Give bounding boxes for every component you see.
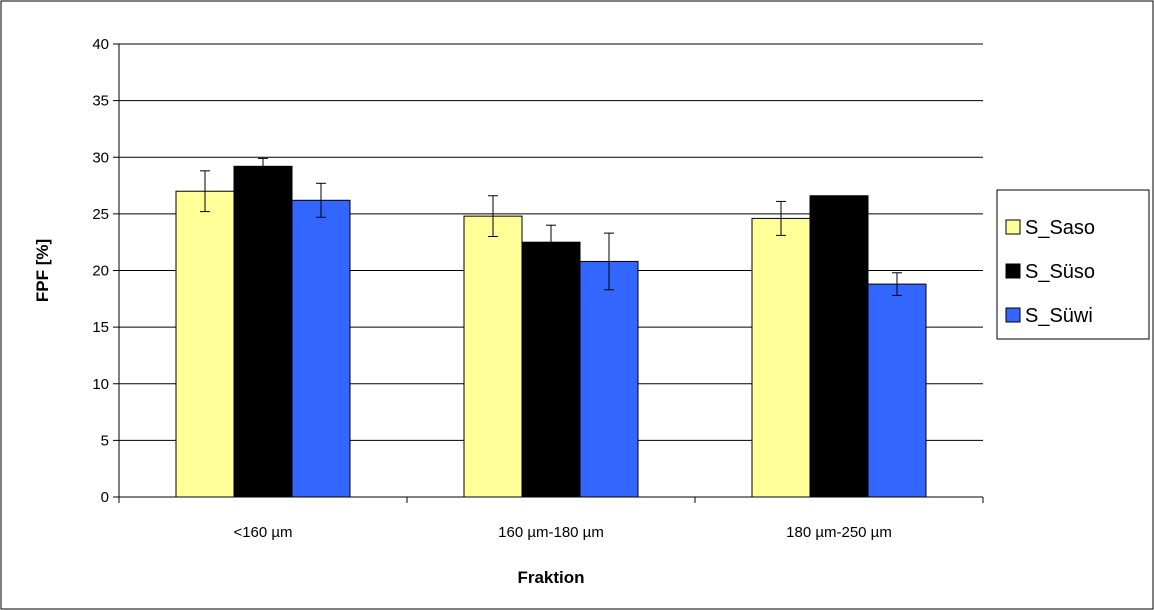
y-axis-title: FPF [%] [33,239,52,302]
bar-s_süso-0 [233,165,293,498]
bar-s_süso-1 [521,241,581,498]
legend-swatch [1005,219,1021,235]
x-tick-label: 160 µm-180 µm [498,524,604,541]
y-tick-label: 5 [101,432,109,449]
bar-s_saso-0 [175,190,235,498]
bar-s_süwi-0 [291,199,351,498]
bar-s_süwi-1 [579,260,639,498]
x-axis-title: Fraktion [517,568,584,587]
bars [175,157,927,498]
y-tick-label: 25 [92,206,109,223]
y-tick-label: 10 [92,376,109,393]
bar-s_saso-1 [463,215,523,498]
legend-box [996,189,1150,340]
x-tick-label: <160 µm [233,524,292,541]
axes [113,43,984,503]
y-tick-label: 15 [92,319,109,336]
legend-label: S_Süwi [1025,305,1093,327]
y-tick-label: 35 [92,93,109,110]
tick-labels: 0 5 10 15 20 25 30 35 40 <160 µm 160 µm-180 µm 180 … [92,36,892,541]
y-tick-label: 0 [101,489,109,506]
legend-label: S_Süso [1025,261,1095,283]
bar-s_süwi-2 [867,283,927,498]
legend-swatch [1005,263,1021,279]
x-tick-label: 180 µm-250 µm [786,524,892,541]
bar-s_süso-2 [809,195,869,498]
legend: S_Saso S_Süso S_Süwi [996,189,1150,340]
y-tick-label: 20 [92,263,109,280]
y-tick-label: 30 [92,149,109,166]
bar-s_saso-2 [751,217,811,498]
legend-label: S_Saso [1025,217,1095,239]
y-tick-label: 40 [92,36,109,53]
legend-swatch [1005,307,1021,323]
